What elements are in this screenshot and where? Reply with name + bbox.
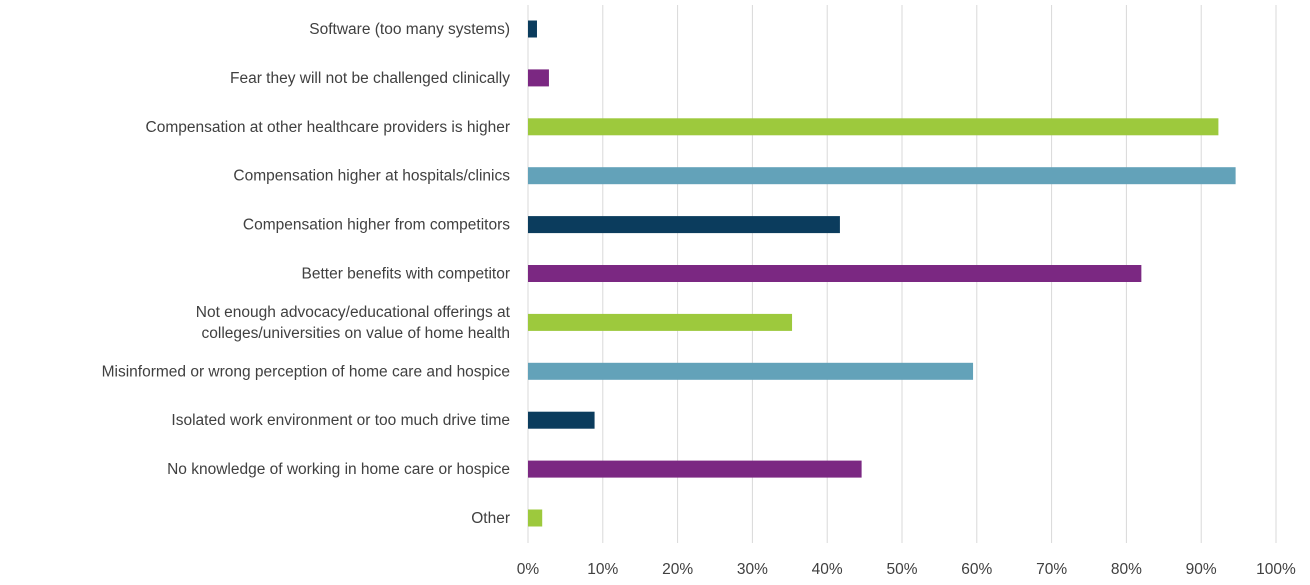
bar bbox=[528, 509, 543, 527]
category-label: Compensation at other healthcare provide… bbox=[146, 119, 510, 136]
bar bbox=[528, 265, 1142, 282]
x-tick-label: 10% bbox=[587, 561, 618, 578]
category-label: Compensation higher from competitors bbox=[243, 217, 510, 234]
category-label-line: Not enough advocacy/educational offering… bbox=[196, 304, 511, 321]
category-label: No knowledge of working in home care or … bbox=[167, 461, 510, 478]
category-label: Isolated work environment or too much dr… bbox=[171, 412, 510, 429]
bar bbox=[528, 411, 595, 429]
category-label-line: Misinformed or wrong perception of home … bbox=[102, 363, 510, 380]
bar bbox=[528, 118, 1219, 136]
bar bbox=[528, 362, 974, 380]
bar bbox=[528, 20, 537, 38]
category-labels: Software (too many systems) Fear they wil… bbox=[102, 21, 511, 527]
x-axis-tick-labels: 0% 10% 20% 30% 40% 50% 60% 70% 80% 90% 100% bbox=[517, 561, 1296, 578]
category-label: Fear they will not be challenged clinica… bbox=[230, 70, 510, 87]
category-label-line: Fear they will not be challenged clinica… bbox=[230, 70, 510, 87]
x-tick-label: 0% bbox=[517, 561, 540, 578]
x-tick-label: 40% bbox=[812, 561, 843, 578]
category-label-line: Isolated work environment or too much dr… bbox=[171, 412, 510, 429]
category-label-line: Better benefits with competitor bbox=[302, 266, 511, 283]
category-label: Software (too many systems) bbox=[309, 21, 510, 38]
bar bbox=[528, 167, 1236, 185]
x-tick-label: 70% bbox=[1036, 561, 1067, 578]
category-label-line: Compensation higher at hospitals/clinics bbox=[233, 168, 510, 185]
category-label: Compensation higher at hospitals/clinics bbox=[233, 168, 510, 185]
category-label: Not enough advocacy/educational offering… bbox=[196, 304, 511, 342]
x-tick-label: 60% bbox=[961, 561, 992, 578]
bar bbox=[528, 69, 549, 87]
x-tick-label: 30% bbox=[737, 561, 768, 578]
x-tick-label: 20% bbox=[662, 561, 693, 578]
x-tick-label: 100% bbox=[1256, 561, 1296, 578]
category-label-line: colleges/universities on value of home h… bbox=[202, 325, 510, 342]
category-label: Other bbox=[471, 510, 510, 527]
category-label-line: Software (too many systems) bbox=[309, 21, 510, 38]
x-tick-label: 80% bbox=[1111, 561, 1142, 578]
category-label: Better benefits with competitor bbox=[302, 266, 511, 283]
bar bbox=[528, 216, 840, 234]
category-label-line: Compensation higher from competitors bbox=[243, 217, 510, 234]
category-label: Misinformed or wrong perception of home … bbox=[102, 363, 510, 380]
bars bbox=[528, 20, 1236, 527]
category-label-line: Other bbox=[471, 510, 510, 527]
bar bbox=[528, 460, 862, 478]
category-label-line: Compensation at other healthcare provide… bbox=[146, 119, 510, 136]
category-label-line: No knowledge of working in home care or … bbox=[167, 461, 510, 478]
bar bbox=[528, 313, 793, 331]
x-tick-label: 90% bbox=[1186, 561, 1217, 578]
x-tick-label: 50% bbox=[886, 561, 917, 578]
